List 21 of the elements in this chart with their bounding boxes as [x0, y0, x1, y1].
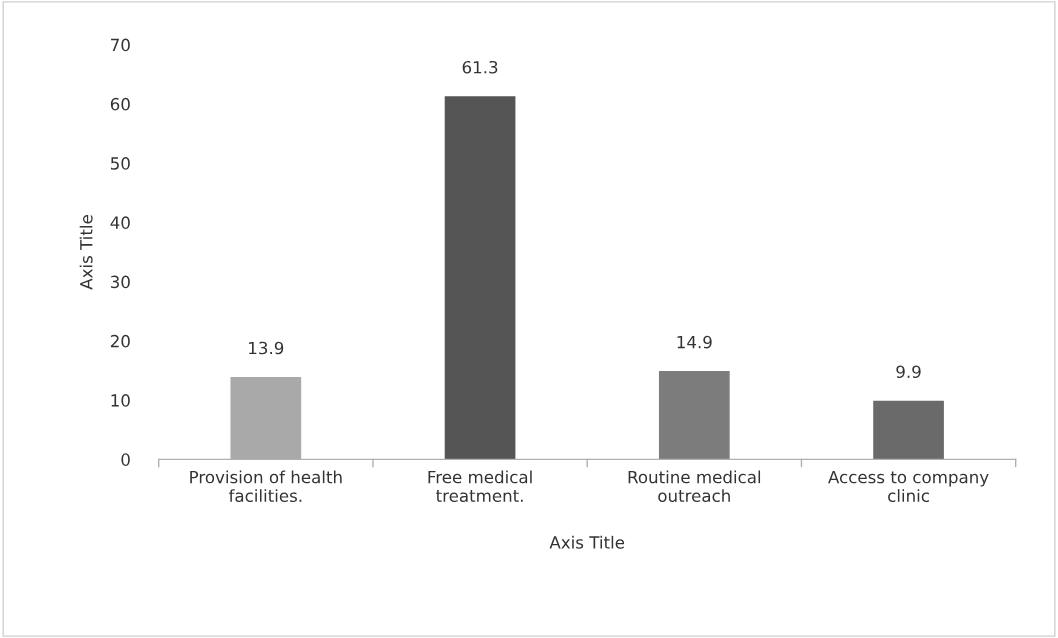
bar	[873, 400, 944, 460]
y-tick-label: 70	[111, 38, 130, 52]
bar	[658, 371, 730, 460]
x-tick-label: Free medical treatment.	[428, 470, 532, 503]
data-label: 61.3	[462, 60, 498, 74]
x-tick-label: Access to company clinic	[828, 470, 989, 503]
y-axis-title: Axis Title	[79, 215, 93, 290]
data-label: 13.9	[249, 341, 284, 355]
y-tick-label: 30	[110, 275, 130, 289]
data-label: 9.9	[896, 365, 921, 379]
y-tick-label: 10	[111, 394, 130, 407]
x-tick-label: Routine medical outreach	[628, 470, 761, 503]
y-tick-label: 20	[110, 334, 130, 348]
data-label: 14.9	[677, 335, 712, 349]
y-tick-label: 60	[110, 97, 130, 111]
x-axis-title: Axis Title	[549, 535, 625, 549]
y-tick-label: 40	[110, 216, 130, 229]
y-tick-label: 50	[111, 157, 130, 170]
x-tick-label: Provision of health facilities.	[190, 470, 342, 503]
y-tick-label: 0	[121, 453, 130, 466]
bar	[444, 96, 516, 460]
